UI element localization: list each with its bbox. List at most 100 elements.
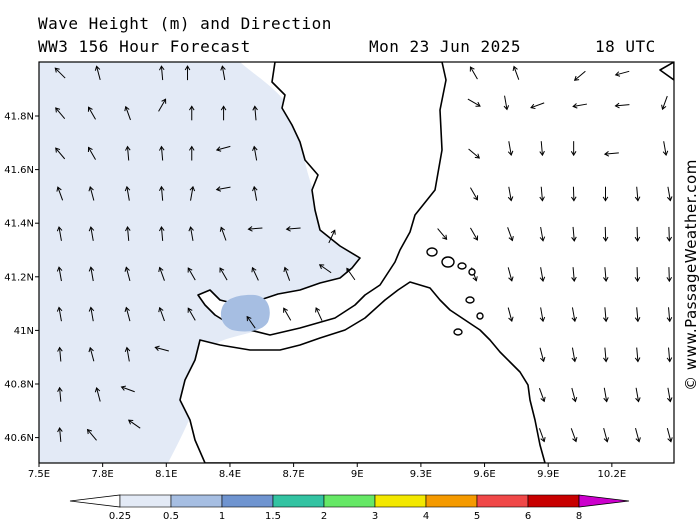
wave-direction-arrow bbox=[666, 307, 673, 323]
legend-label: 5 bbox=[474, 511, 480, 522]
x-tick-label: 9.3E bbox=[410, 469, 432, 480]
x-tick-label: 7.5E bbox=[28, 469, 50, 480]
legend-label: 1.5 bbox=[265, 511, 281, 522]
wave-direction-arrow bbox=[507, 307, 514, 323]
x-tick-label: 9.9E bbox=[537, 469, 559, 480]
wave-direction-arrow bbox=[124, 105, 131, 121]
direction-arrows bbox=[54, 65, 700, 443]
y-tick-label: 41.4N bbox=[4, 219, 34, 230]
wave-direction-arrow bbox=[315, 307, 323, 321]
wave-direction-arrow bbox=[154, 345, 169, 352]
y-tick-label: 41.2N bbox=[4, 272, 34, 283]
wave-direction-arrow bbox=[124, 346, 131, 362]
island-2 bbox=[457, 262, 467, 270]
wave-direction-arrow bbox=[507, 141, 514, 156]
wave-direction-arrow bbox=[318, 264, 332, 274]
x-axis-ticks: 7.5E 7.8E 8.1E 8.4E 8.7E 9E 9.3E 9.6E 9.9E 10.2E bbox=[28, 463, 626, 480]
wave-direction-arrow bbox=[666, 347, 673, 363]
wave-direction-arrow bbox=[247, 226, 263, 232]
wave-direction-arrow bbox=[512, 65, 520, 80]
wave-direction-arrow bbox=[88, 186, 95, 201]
wave-direction-arrow bbox=[635, 387, 641, 403]
wave-direction-arrow bbox=[603, 267, 609, 283]
y-tick-label: 41N bbox=[14, 326, 34, 337]
wave-field-patch bbox=[220, 294, 270, 332]
wave-direction-arrow bbox=[539, 347, 546, 363]
island-0 bbox=[426, 247, 438, 257]
wave-direction-arrow bbox=[571, 347, 577, 363]
wave-direction-arrow bbox=[56, 266, 63, 282]
wave-direction-arrow bbox=[188, 105, 195, 121]
legend-swatch bbox=[119, 494, 172, 508]
wave-direction-arrow bbox=[468, 148, 481, 159]
wave-direction-arrow bbox=[571, 307, 577, 323]
legend-swatch bbox=[578, 494, 630, 508]
wave-direction-arrow bbox=[328, 229, 336, 244]
wave-direction-arrow bbox=[539, 226, 546, 242]
wave-direction-arrow bbox=[215, 145, 231, 152]
wave-direction-arrow bbox=[127, 419, 141, 429]
x-tick-label: 8.7E bbox=[282, 469, 304, 480]
wave-direction-arrow bbox=[285, 226, 301, 232]
wave-direction-arrow bbox=[614, 102, 630, 109]
legend-label: 0.5 bbox=[163, 511, 179, 522]
wave-direction-arrow bbox=[666, 226, 673, 242]
wave-direction-arrow bbox=[539, 307, 546, 323]
title-line-1: Wave Height (m) and Direction bbox=[38, 14, 332, 33]
wave-direction-arrow bbox=[57, 346, 63, 362]
wave-direction-arrow bbox=[158, 306, 165, 322]
wave-direction-arrow bbox=[188, 145, 195, 161]
wave-direction-arrow bbox=[530, 102, 545, 110]
wave-direction-arrow bbox=[56, 306, 63, 322]
wave-direction-arrow bbox=[189, 185, 196, 201]
island-4 bbox=[465, 296, 475, 304]
wave-direction-arrow bbox=[603, 387, 609, 403]
wave-direction-arrow bbox=[571, 387, 578, 403]
title-line-2: WW3 156 Hour Forecast bbox=[38, 37, 251, 56]
wave-direction-arrow bbox=[681, 69, 692, 78]
wave-direction-arrow bbox=[538, 428, 546, 443]
coastal-islands bbox=[426, 247, 484, 336]
wave-direction-arrow bbox=[346, 267, 356, 281]
wave-direction-arrow bbox=[470, 227, 479, 241]
wave-direction-arrow bbox=[539, 141, 545, 157]
island-5 bbox=[476, 312, 484, 320]
wave-direction-arrow bbox=[94, 387, 101, 402]
y-tick-label: 41.8N bbox=[4, 112, 34, 123]
wave-direction-arrow bbox=[614, 70, 630, 77]
wave-direction-arrow bbox=[215, 186, 231, 192]
map-plot-area bbox=[39, 62, 700, 463]
wave-direction-arrow bbox=[571, 186, 577, 202]
wave-direction-arrow bbox=[539, 186, 545, 202]
legend-swatch bbox=[374, 494, 427, 508]
island-6 bbox=[453, 328, 463, 336]
wave-direction-arrow bbox=[124, 306, 131, 322]
wave-direction-arrow bbox=[661, 95, 668, 111]
legend-label: 6 bbox=[525, 511, 531, 522]
legend-label: 3 bbox=[372, 511, 378, 522]
wave-direction-arrow bbox=[124, 185, 131, 201]
legend-swatch bbox=[476, 494, 529, 508]
wave-direction-arrow bbox=[252, 185, 258, 201]
wave-direction-arrow bbox=[662, 141, 669, 156]
wave-direction-arrow bbox=[125, 145, 131, 161]
wave-direction-arrow bbox=[220, 65, 226, 81]
wave-direction-arrow bbox=[158, 225, 165, 241]
wave-direction-arrow bbox=[634, 267, 641, 283]
wave-direction-arrow bbox=[603, 428, 610, 443]
credit-text: © www.PassageWeather.com bbox=[682, 159, 700, 391]
legend-label: 1 bbox=[219, 511, 225, 522]
wave-direction-arrow bbox=[635, 428, 641, 443]
wave-direction-arrow bbox=[571, 226, 577, 242]
x-tick-label: 9E bbox=[351, 469, 364, 480]
sardinia-land bbox=[179, 281, 546, 463]
wave-direction-arrow bbox=[158, 266, 165, 281]
wave-direction-arrow bbox=[695, 96, 700, 110]
wave-direction-arrow bbox=[55, 107, 66, 120]
legend-swatch bbox=[221, 494, 274, 508]
wave-direction-arrow bbox=[219, 267, 228, 281]
legend-swatch bbox=[527, 494, 580, 508]
wave-direction-arrow bbox=[666, 428, 673, 443]
wave-direction-arrow bbox=[124, 266, 131, 282]
